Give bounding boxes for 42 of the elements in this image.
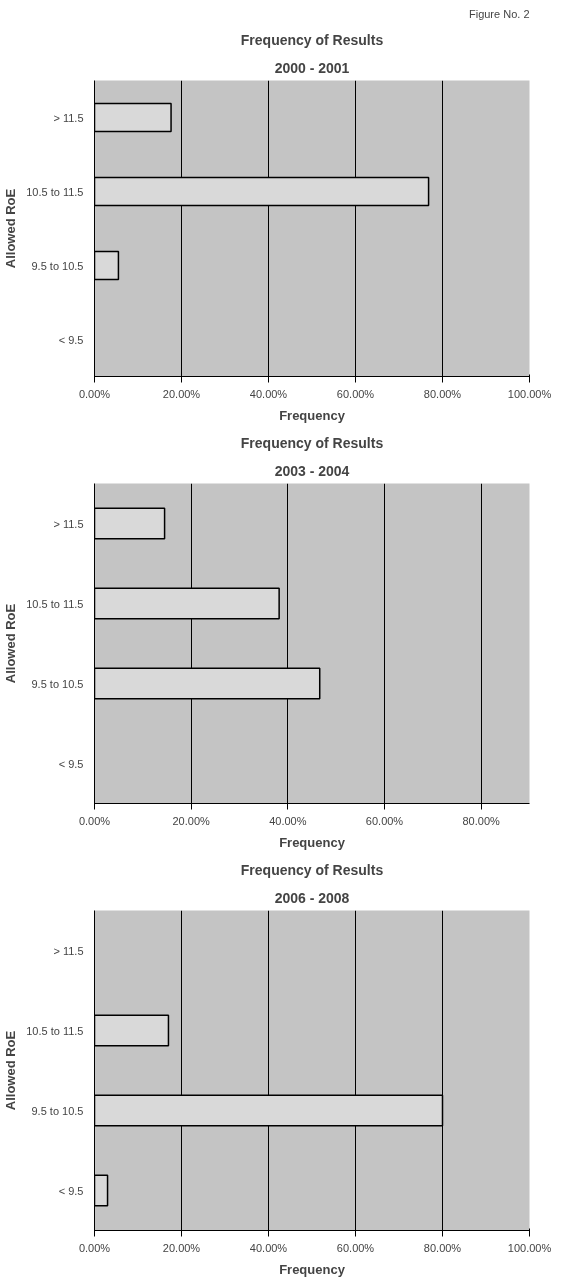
y-tick-label: 10.5 to 11.5 [26,185,84,198]
y-tick-label: 9.5 to 10.5 [31,677,84,690]
y-tick-label: > 11.5 [53,944,84,957]
y-tick-label: 9.5 to 10.5 [31,1104,84,1117]
chart-title: Frequency of Results [240,434,384,451]
y-tick-label: 10.5 to 11.5 [26,1024,84,1037]
x-tick-label: 100.00% [507,1241,552,1254]
text: Figure No. 2 [468,7,530,20]
x-tick-label: 100.00% [507,387,552,400]
y-tick-label: 10.5 to 11.5 [26,597,84,610]
x-tick-label: 20.00% [162,387,201,400]
y-tick-label: < 9.5 [58,333,84,346]
x-tick-label: 20.00% [172,814,211,827]
chart-title: Frequency of Results [240,861,384,878]
x-tick-label: 0.00% [78,814,111,827]
y-tick-label: < 9.5 [58,1184,84,1197]
x-tick-label: 40.00% [249,387,288,400]
y-tick-label: > 11.5 [53,111,84,124]
chart-subtitle: 2003 - 2004 [274,462,350,479]
y-tick-label: > 11.5 [53,517,84,530]
x-tick-label: 0.00% [78,1241,111,1254]
y-axis-title: Allowed RoE [3,603,19,684]
x-tick-label: 60.00% [336,387,375,400]
x-tick-label: 0.00% [78,387,111,400]
x-axis-title: Frequency [279,407,346,423]
chart-subtitle: 2000 - 2001 [274,59,350,76]
chart-subtitle: 2006 - 2008 [274,889,350,906]
x-tick-label: 80.00% [423,387,462,400]
x-tick-label: 40.00% [269,814,307,827]
x-tick-label: 40.00% [249,1241,288,1254]
x-tick-label: 60.00% [365,814,404,827]
x-tick-label: 20.00% [162,1241,201,1254]
x-axis-title: Frequency [279,1261,346,1277]
x-axis-title: Frequency [279,834,346,850]
chart-title: Frequency of Results [240,31,384,48]
y-axis-title: Allowed RoE [3,188,19,269]
y-tick-label: < 9.5 [58,757,84,770]
y-axis-title: Allowed RoE [3,1030,19,1111]
x-tick-label: 80.00% [423,1241,462,1254]
x-tick-label: 60.00% [336,1241,375,1254]
y-tick-label: 9.5 to 10.5 [31,259,84,272]
x-tick-label: 80.00% [462,814,501,827]
